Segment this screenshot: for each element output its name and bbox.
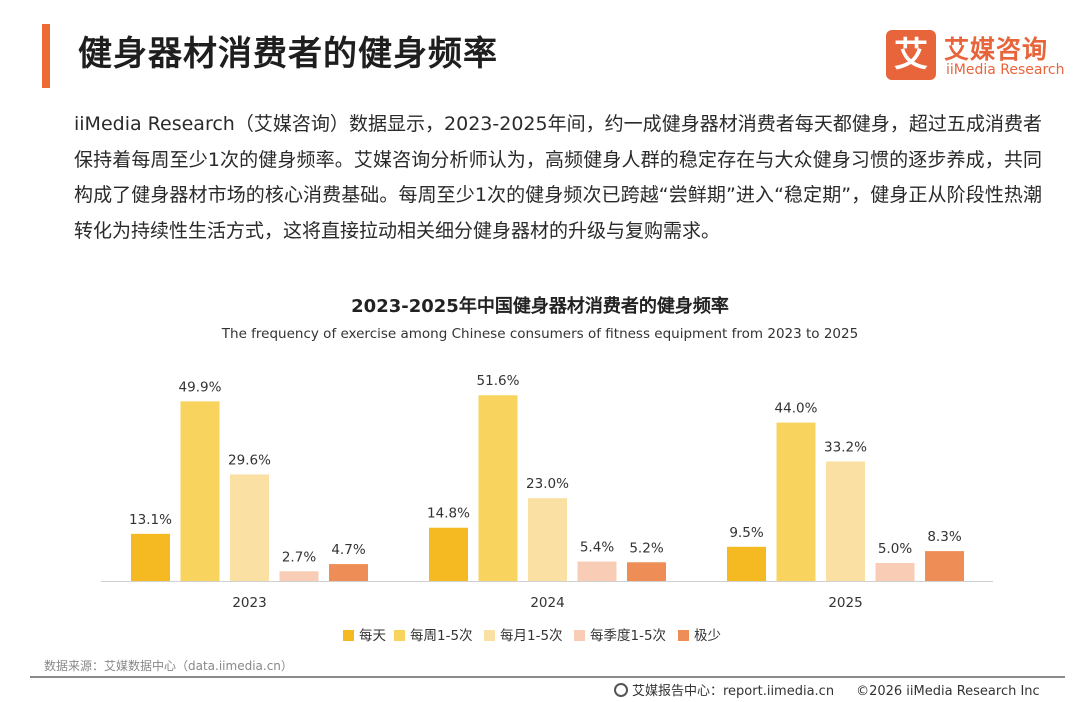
data-label-2023-4: 4.7%	[331, 542, 365, 558]
data-label-2023-1: 49.9%	[179, 379, 222, 395]
legend-swatch-4	[678, 630, 689, 641]
bar-2024-0	[429, 527, 468, 581]
bar-2025-2	[826, 461, 865, 581]
x-tick-label-2023: 2023	[232, 595, 266, 611]
bar-2025-1	[776, 422, 816, 581]
bar-2025-0	[727, 546, 766, 581]
logo-name-cn: 艾媒咨询	[944, 35, 1049, 64]
data-label-2024-0: 14.8%	[427, 506, 470, 522]
footer-report-center[interactable]: 艾媒报告中心：report.iimedia.cn	[632, 684, 835, 699]
legend-label-4: 极少	[694, 628, 721, 644]
bar-2023-0	[131, 533, 170, 581]
report-center-icon	[614, 683, 628, 697]
legend-label-3: 每季度1-5次	[590, 628, 666, 644]
legend-swatch-0	[343, 630, 354, 641]
bar-2023-4	[329, 564, 368, 581]
bar-2023-2	[230, 474, 269, 581]
data-label-2025-4: 8.3%	[927, 529, 961, 545]
bar-2025-4	[925, 551, 964, 581]
legend-label-0: 每天	[359, 628, 386, 644]
data-label-2024-2: 23.0%	[526, 476, 569, 492]
page-footer: 艾媒报告中心：report.iimedia.cn ©2026 iiMedia Re…	[614, 680, 1040, 699]
logo-mark: 艾	[886, 30, 936, 80]
chart-legend: 每天 每周1-5次 每月1-5次 每季度1-5次 极少	[343, 628, 721, 644]
title-accent-bar	[42, 24, 50, 88]
data-label-2023-0: 13.1%	[129, 512, 172, 528]
legend-label-1: 每周1-5次	[410, 628, 473, 644]
footer-divider	[30, 676, 1065, 678]
legend-swatch-2	[484, 630, 495, 641]
data-label-2025-2: 33.2%	[824, 439, 867, 455]
data-label-2025-3: 5.0%	[878, 541, 912, 557]
data-label-2025-1: 44.0%	[775, 401, 818, 417]
bar-2023-1	[180, 401, 220, 581]
logo-name-en: iiMedia Research	[946, 62, 1065, 78]
data-label-2024-3: 5.4%	[580, 540, 614, 556]
legend-swatch-1	[394, 630, 405, 641]
bar-2023-3	[279, 571, 319, 581]
x-tick-labels: 2023 2024 2025	[232, 595, 862, 611]
page-title: 健身器材消费者的健身频率	[78, 34, 498, 74]
data-label-2023-2: 29.6%	[228, 452, 271, 468]
data-source-note: 数据来源：艾媒数据中心（data.iimedia.cn）	[44, 659, 293, 673]
x-tick-label-2025: 2025	[828, 595, 862, 611]
legend-label-2: 每月1-5次	[500, 628, 563, 644]
chart-title: 2023-2025年中国健身器材消费者的健身频率	[351, 296, 729, 317]
legend-swatch-3	[574, 630, 585, 641]
x-tick-label-2024: 2024	[530, 595, 564, 611]
intro-paragraph: iiMedia Research（艾媒咨询）数据显示，2023-2025年间，约…	[74, 113, 1042, 242]
bar-2024-3	[577, 561, 617, 581]
bar-2024-1	[478, 395, 518, 581]
bars-layer: 13.1% 49.9% 29.6% 2.7% 4.7% 14.8% 51.6% 23.0% 5.…	[129, 373, 964, 581]
footer-copyright: ©2026 iiMedia Research Inc	[856, 684, 1040, 699]
bar-2024-4	[627, 562, 666, 581]
data-label-2024-1: 51.6%	[477, 373, 520, 389]
data-label-2025-0: 9.5%	[729, 525, 763, 541]
bar-2025-3	[875, 563, 915, 581]
data-label-2024-4: 5.2%	[629, 540, 663, 556]
data-label-2023-3: 2.7%	[282, 549, 316, 565]
bar-2024-2	[528, 498, 567, 581]
chart-subtitle: The frequency of exercise among Chinese …	[221, 326, 859, 342]
brand-logo: 艾 艾媒咨询 iiMedia Research	[886, 28, 1066, 84]
